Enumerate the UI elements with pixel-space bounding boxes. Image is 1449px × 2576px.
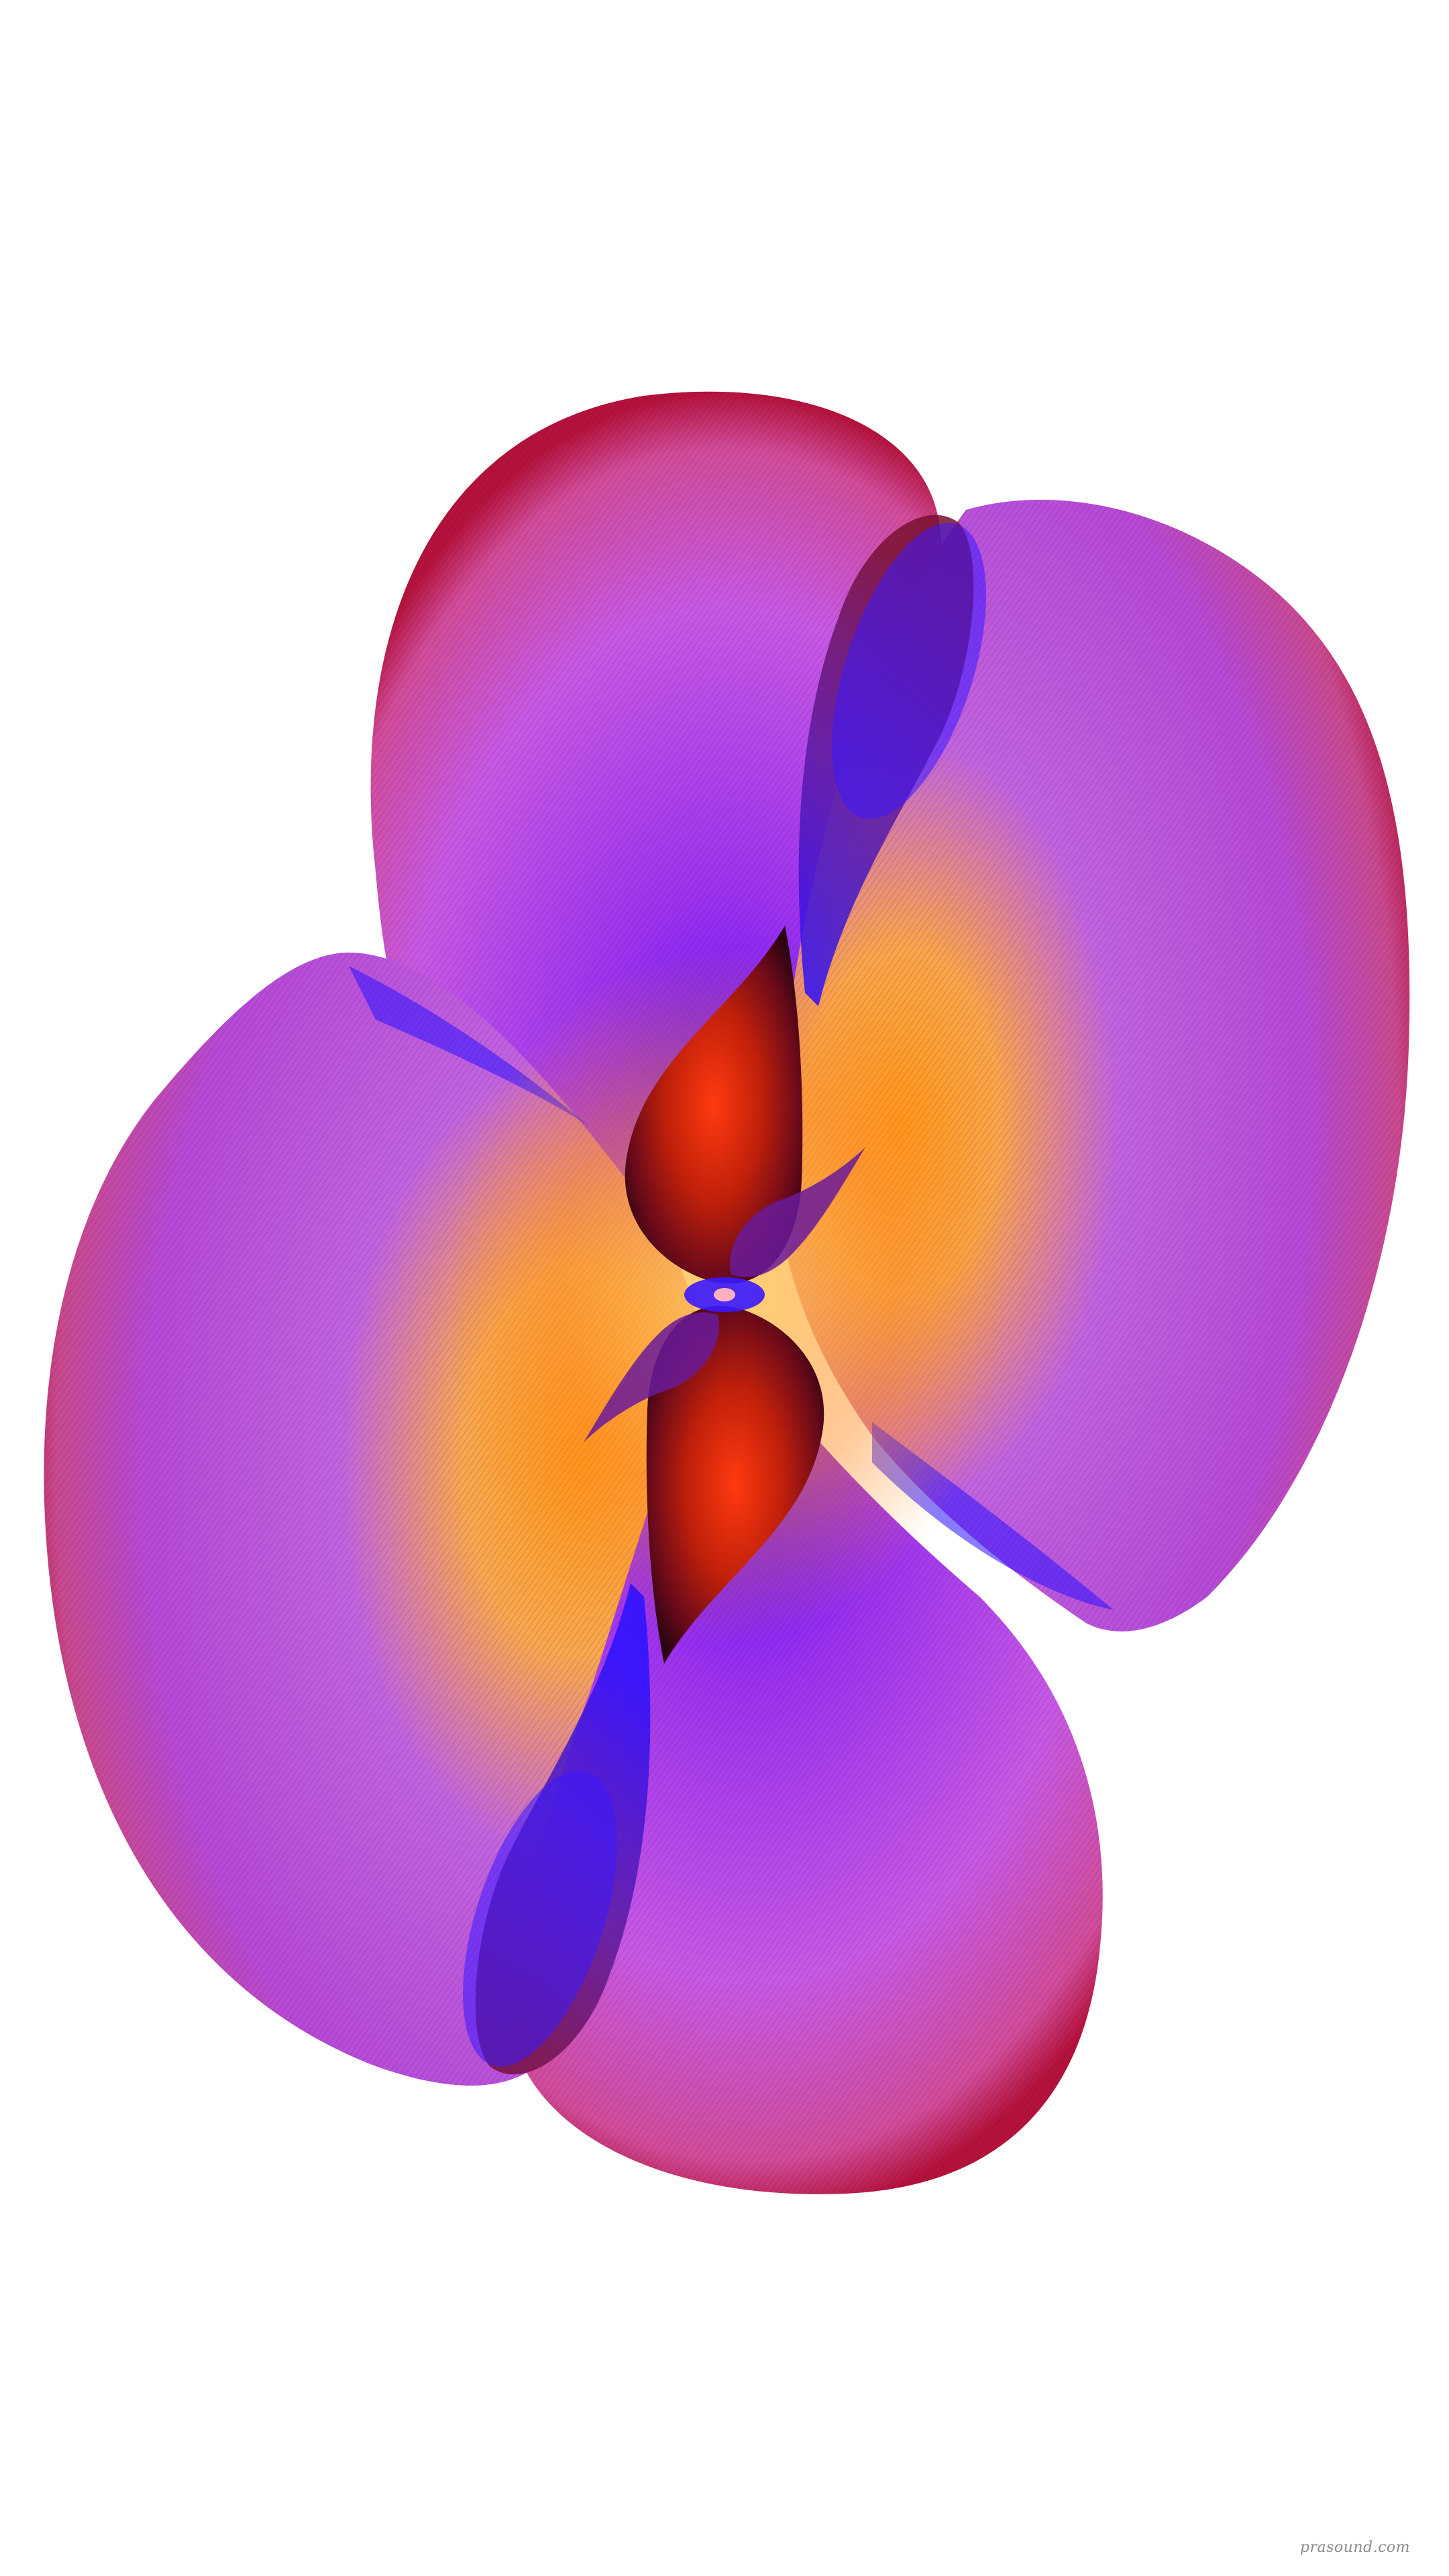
core-lower bbox=[646, 1305, 824, 1664]
stem-bottom bbox=[463, 1583, 651, 2075]
core-upper bbox=[625, 926, 803, 1284]
watermark-text: prasound.com bbox=[1299, 2539, 1410, 2556]
stem-top bbox=[798, 515, 986, 1006]
core-center-lobes bbox=[584, 1147, 865, 1442]
